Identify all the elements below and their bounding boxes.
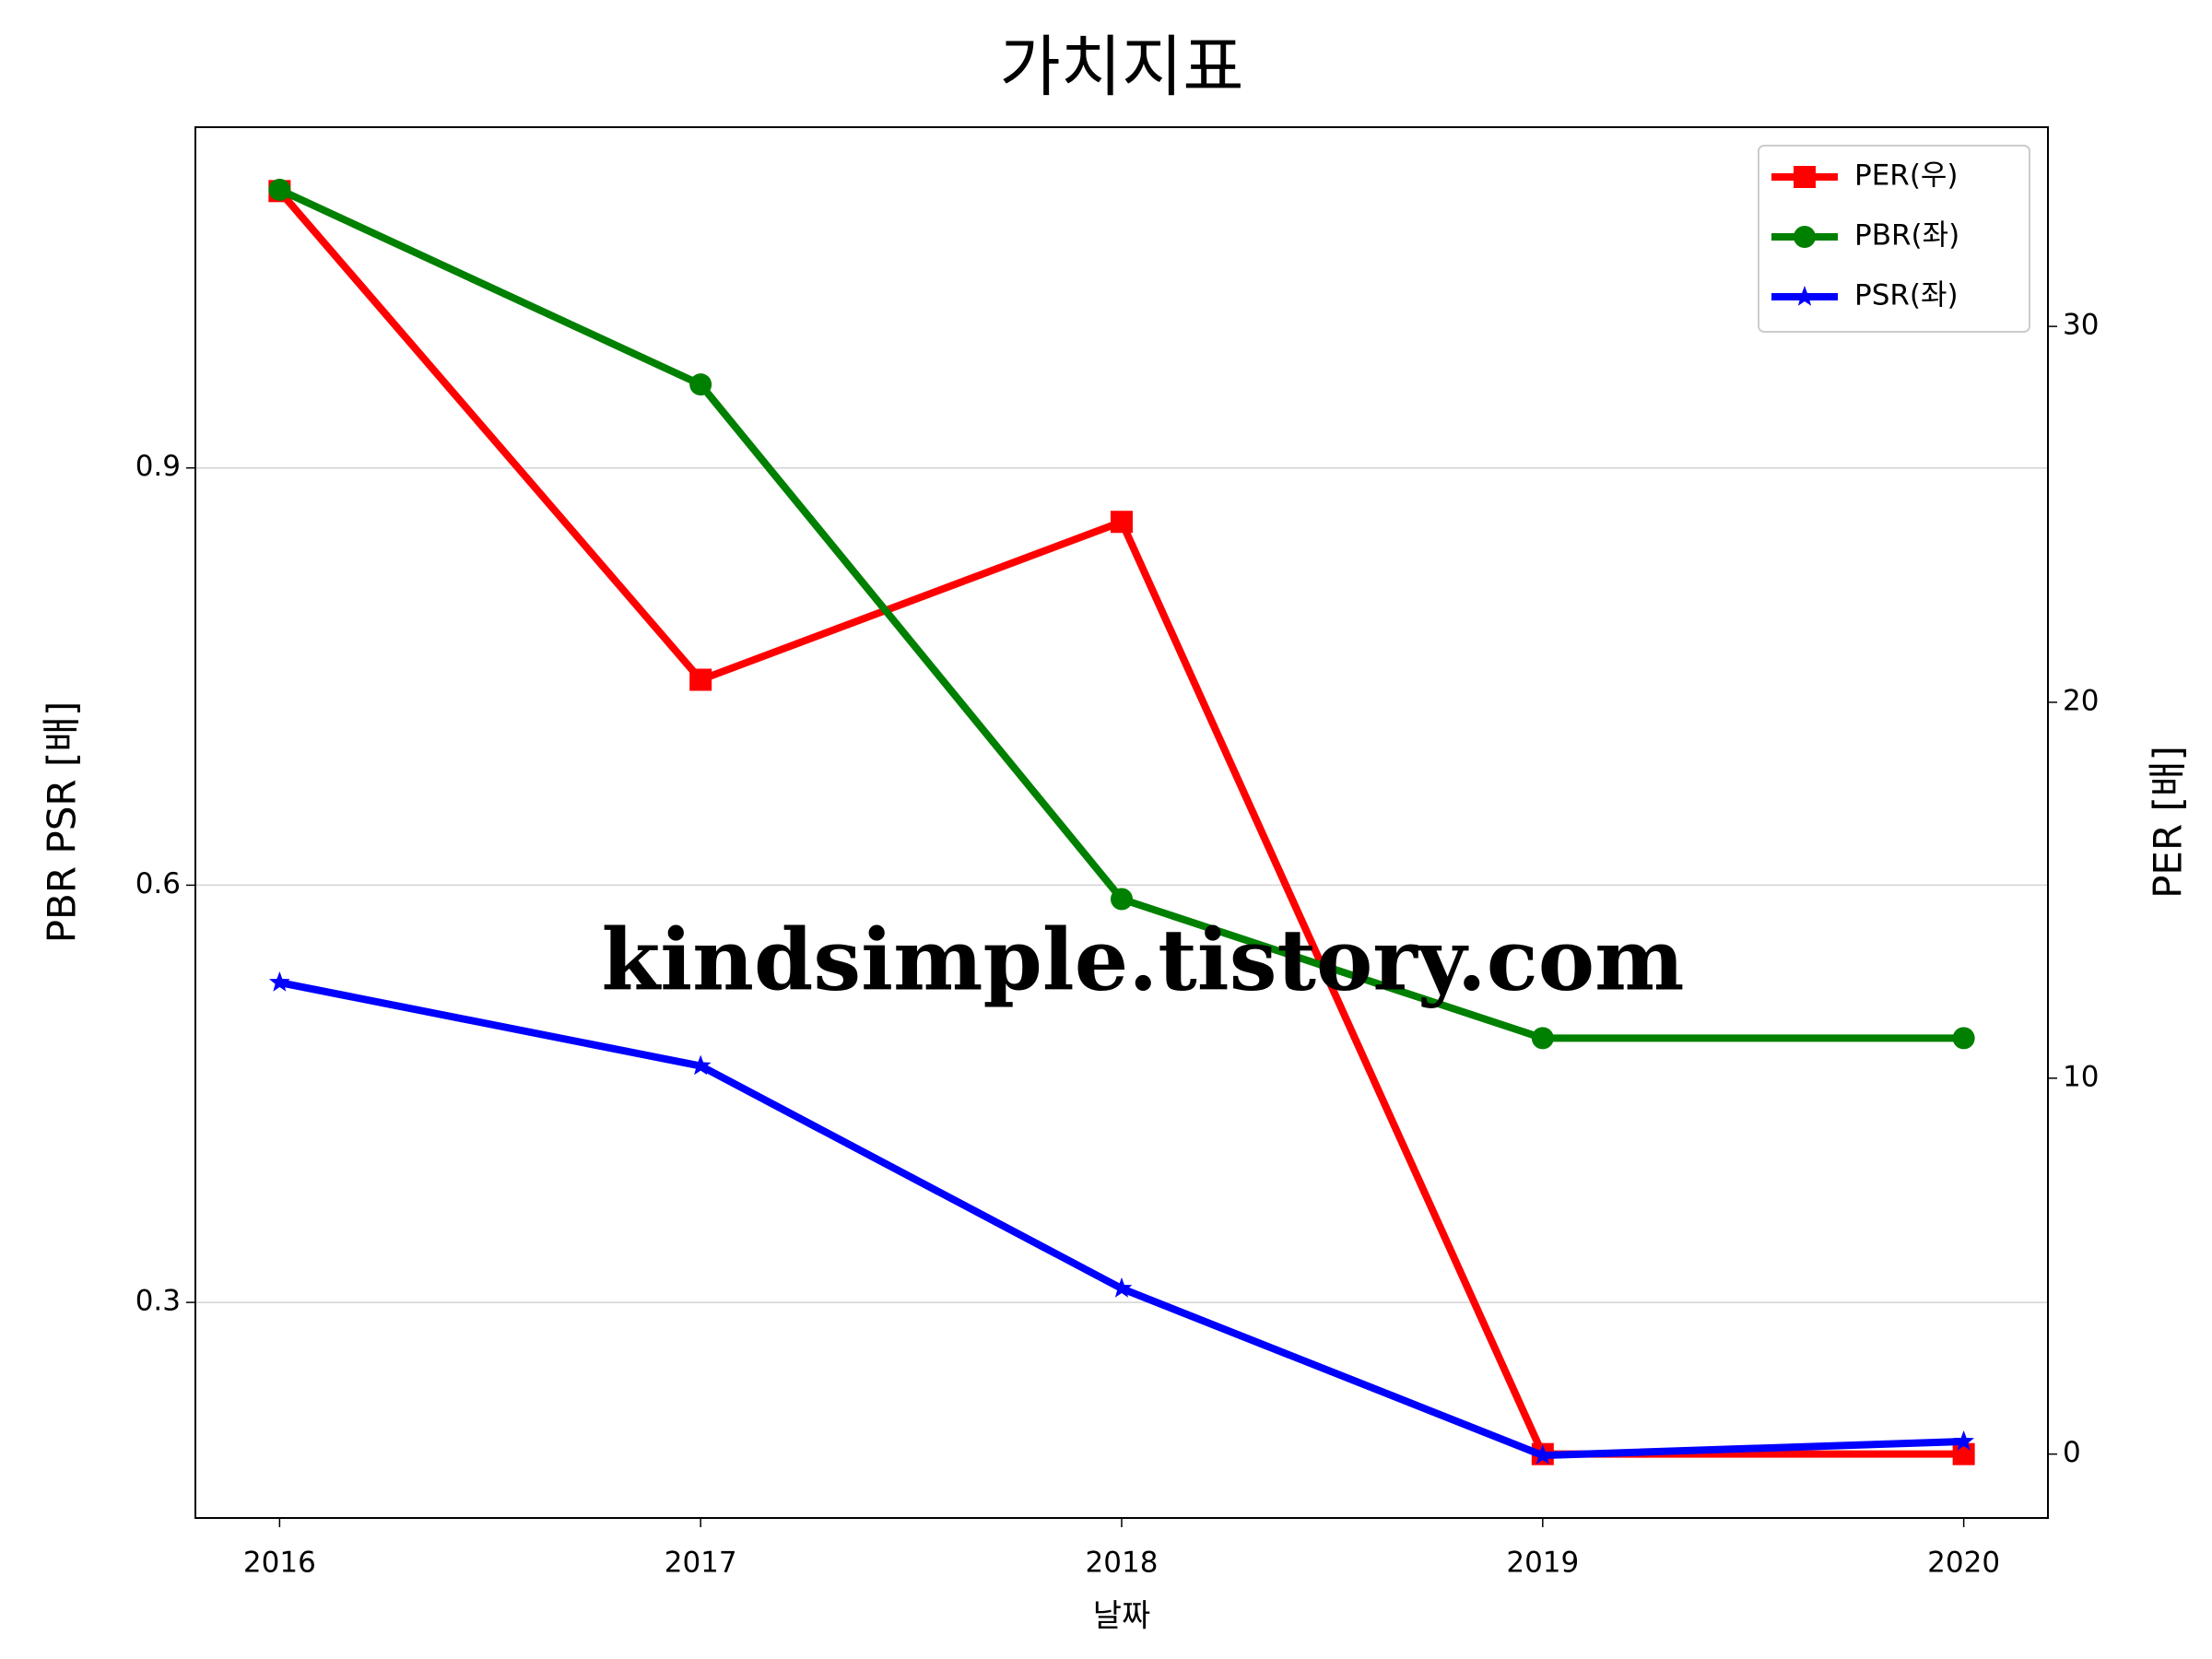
y2-axis-label: PER [배] xyxy=(2146,746,2191,899)
marker xyxy=(1952,1027,1975,1050)
watermark: kindsimple.tistory.com xyxy=(601,911,1684,1010)
marker xyxy=(1794,286,1816,306)
legend-label: PBR(좌) xyxy=(1854,219,1959,253)
series xyxy=(269,971,1974,1465)
marker xyxy=(1111,1277,1133,1298)
marker xyxy=(1111,888,1133,911)
x-tick-label: 2020 xyxy=(1927,1547,2000,1580)
marker xyxy=(689,373,712,396)
series xyxy=(268,178,1975,1050)
legend xyxy=(1758,145,2030,333)
marker xyxy=(1111,511,1133,534)
x-tick-label: 2017 xyxy=(665,1547,737,1580)
legend-label: PER(우) xyxy=(1854,159,1959,193)
marker xyxy=(1953,1430,1974,1451)
chart-title: 가치지표 xyxy=(1000,29,1244,106)
y-axis-label: PBR PSR [배] xyxy=(40,701,85,944)
marker xyxy=(1794,226,1816,248)
x-tick-label: 2016 xyxy=(243,1547,316,1580)
axes-frame xyxy=(194,126,2049,1519)
marker xyxy=(1794,166,1816,188)
x-tick-label: 2018 xyxy=(1086,1547,1159,1580)
marker xyxy=(1531,1027,1554,1050)
marker xyxy=(1532,1444,1554,1465)
y2-tick-label: 10 xyxy=(2063,1060,2099,1093)
x-tick-label: 2019 xyxy=(1506,1547,1579,1580)
marker xyxy=(689,1054,712,1076)
marker xyxy=(268,178,291,201)
legend-label: PSR(좌) xyxy=(1854,279,1959,312)
y2-tick-label: 20 xyxy=(2063,684,2099,717)
marker xyxy=(1952,1442,1975,1465)
marker xyxy=(689,668,712,691)
marker xyxy=(269,971,290,992)
y2-tick-label: 30 xyxy=(2063,309,2099,342)
y-tick-label: 0.9 xyxy=(135,450,181,483)
x-axis-label: 날짜 xyxy=(1093,1598,1151,1635)
y2-tick-label: 0 xyxy=(2063,1436,2081,1469)
y-tick-label: 0.6 xyxy=(135,867,181,900)
y-tick-label: 0.3 xyxy=(135,1285,181,1318)
